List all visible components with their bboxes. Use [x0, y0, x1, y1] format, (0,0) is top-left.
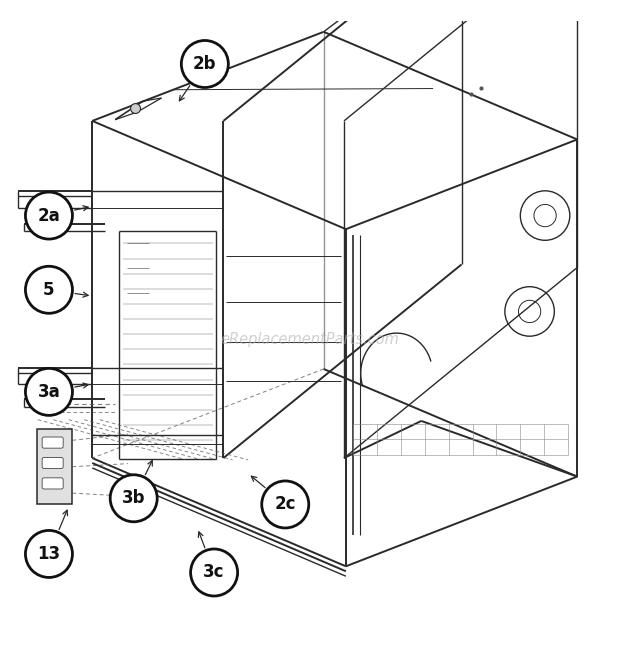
Circle shape — [25, 368, 73, 415]
Circle shape — [25, 266, 73, 314]
FancyBboxPatch shape — [42, 437, 63, 448]
Circle shape — [25, 531, 73, 578]
Bar — [37, 429, 73, 504]
FancyBboxPatch shape — [42, 478, 63, 489]
Circle shape — [181, 40, 228, 88]
Circle shape — [190, 549, 237, 596]
Text: eReplacementParts.com: eReplacementParts.com — [221, 332, 399, 347]
Text: 3a: 3a — [38, 383, 60, 401]
Circle shape — [110, 475, 157, 522]
Text: 3b: 3b — [122, 489, 146, 508]
FancyBboxPatch shape — [42, 457, 63, 469]
Text: 5: 5 — [43, 280, 55, 299]
Circle shape — [25, 192, 73, 239]
Circle shape — [131, 104, 141, 114]
Text: 2b: 2b — [193, 55, 216, 73]
Circle shape — [262, 481, 309, 528]
Text: 13: 13 — [37, 545, 61, 563]
Text: 2c: 2c — [275, 496, 296, 513]
Text: 2a: 2a — [38, 207, 60, 224]
Text: 3c: 3c — [203, 564, 225, 581]
